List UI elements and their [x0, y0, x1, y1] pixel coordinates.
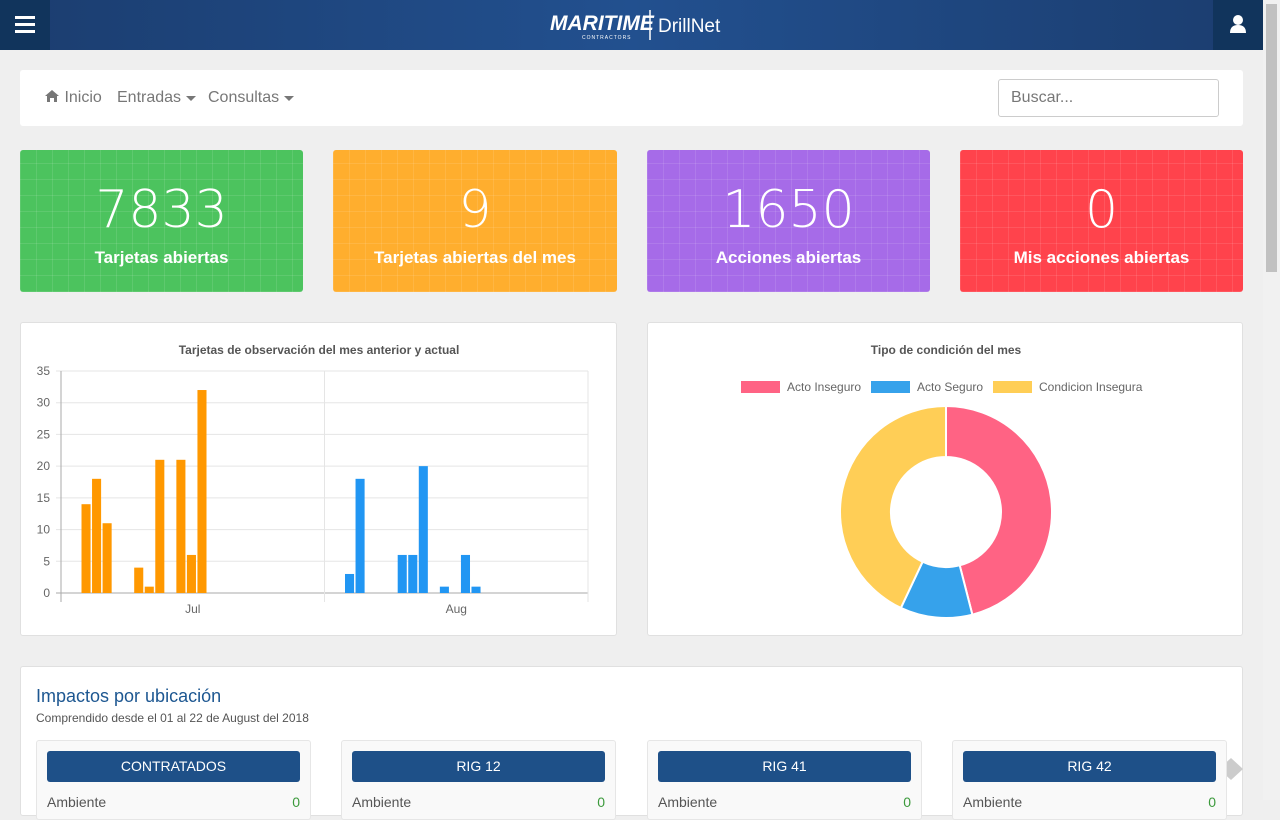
y-tick-label: 5	[43, 554, 50, 568]
row-value: 0	[1208, 794, 1216, 810]
bar	[355, 478, 365, 593]
row-value: 0	[903, 794, 911, 810]
stat-value: 0	[1084, 180, 1119, 240]
header: MARITIME CONTRACTORS DrillNet	[0, 0, 1263, 50]
stat-card: 9 Tarjetas abiertas del mes	[333, 150, 617, 292]
y-tick-label: 15	[37, 491, 51, 505]
row-label: Ambiente	[352, 794, 412, 810]
y-tick-label: 25	[37, 427, 51, 441]
bar	[92, 478, 102, 593]
row-value: 0	[292, 794, 300, 810]
bar	[102, 523, 112, 593]
scrollbar-thumb[interactable]	[1266, 4, 1277, 272]
stat-value: 9	[458, 180, 492, 240]
legend-label: Condicion Insegura	[1039, 380, 1143, 394]
legend-swatch	[741, 381, 780, 393]
legend-label: Acto Seguro	[917, 380, 983, 394]
location-card: RIG 12 Ambiente 0	[341, 740, 616, 820]
search-input[interactable]: Buscar...	[998, 79, 1219, 117]
stat-card: 1650 Acciones abiertas	[647, 150, 930, 292]
legend-swatch	[871, 381, 910, 393]
chart-title: Tipo de condición del mes	[871, 343, 1022, 357]
brand: MARITIME	[550, 12, 655, 35]
user-button[interactable]	[1213, 0, 1263, 50]
brand-sub: CONTRACTORS	[582, 35, 632, 41]
y-tick-label: 0	[43, 586, 50, 600]
x-tick-label: Aug	[446, 602, 467, 616]
doughnut-slice	[945, 404, 1053, 616]
search-placeholder: Buscar...	[1011, 89, 1074, 106]
impacts-title: Impactos por ubicación	[36, 686, 222, 706]
bar	[345, 573, 355, 593]
stat-value: 7833	[95, 180, 228, 240]
location-button[interactable]: CONTRATADOS	[47, 751, 300, 782]
doughnut-chart: Tipo de condición del mes Acto Inseguro A…	[741, 343, 1143, 619]
bar	[408, 554, 418, 593]
caret	[283, 96, 294, 101]
stat-label: Mis acciones abiertas	[1013, 248, 1190, 267]
bar	[176, 459, 186, 593]
row-label: Ambiente	[963, 794, 1023, 810]
bar	[439, 586, 449, 593]
bar	[460, 554, 471, 593]
menu-button[interactable]	[0, 0, 50, 50]
stat-card: 0 Mis acciones abiertas	[960, 150, 1243, 292]
bar-panel: Tarjetas de observación del mes anterior…	[20, 322, 617, 636]
stat-label: Tarjetas abiertas	[94, 248, 229, 267]
row-value: 0	[597, 794, 605, 810]
legend-label: Acto Inseguro	[787, 380, 861, 394]
y-tick-label: 10	[37, 523, 51, 537]
legend-swatch	[993, 381, 1032, 393]
nav-label: Inicio	[64, 89, 102, 106]
nav-entradas[interactable]: Entradas	[117, 89, 196, 107]
menu-icon	[15, 16, 35, 33]
bar	[155, 459, 165, 593]
location-button[interactable]: RIG 12	[352, 751, 605, 782]
stat-card: 7833 Tarjetas abiertas	[20, 150, 303, 292]
stat-label: Tarjetas abiertas del mes	[374, 248, 576, 267]
location-card: RIG 41 Ambiente 0	[647, 740, 922, 820]
user-icon	[1230, 15, 1246, 33]
location-button[interactable]: RIG 42	[963, 751, 1216, 782]
bar	[197, 390, 207, 593]
y-tick-label: 20	[37, 459, 51, 473]
bar	[397, 554, 407, 593]
nav-consultas[interactable]: Consultas	[208, 89, 294, 107]
bar	[471, 586, 481, 593]
bar-chart: Tarjetas de observación del mes anterior…	[37, 343, 589, 616]
bar	[144, 586, 154, 593]
location-card: CONTRATADOS Ambiente 0	[36, 740, 311, 820]
nav-label: Consultas	[208, 89, 280, 106]
nav-inicio[interactable]: Inicio	[44, 89, 102, 107]
row-label: Ambiente	[658, 794, 718, 810]
home-icon	[45, 90, 59, 102]
chart-title: Tarjetas de observación del mes anterior…	[179, 343, 460, 357]
bar	[134, 567, 144, 593]
y-tick-label: 35	[37, 364, 51, 378]
doughnut-slice	[839, 404, 947, 610]
row-label: Ambiente	[47, 794, 107, 810]
nav-label: Entradas	[117, 89, 182, 106]
impacts-subtitle: Comprendido desde el 01 al 22 de August …	[36, 711, 309, 725]
bar	[418, 466, 428, 593]
doughnut-panel: Tipo de condición del mes Acto Inseguro A…	[647, 322, 1243, 636]
x-tick-label: Jul	[185, 602, 200, 616]
bar	[186, 554, 196, 593]
caret	[185, 96, 196, 101]
y-tick-label: 30	[37, 396, 51, 410]
stat-value: 1650	[722, 180, 855, 240]
product: DrillNet	[658, 16, 721, 37]
location-card: RIG 42 Ambiente 0	[952, 740, 1227, 820]
bar	[81, 504, 91, 593]
logo: MARITIME CONTRACTORS DrillNet	[550, 10, 721, 41]
location-button[interactable]: RIG 41	[658, 751, 911, 782]
stat-label: Acciones abiertas	[715, 248, 862, 267]
